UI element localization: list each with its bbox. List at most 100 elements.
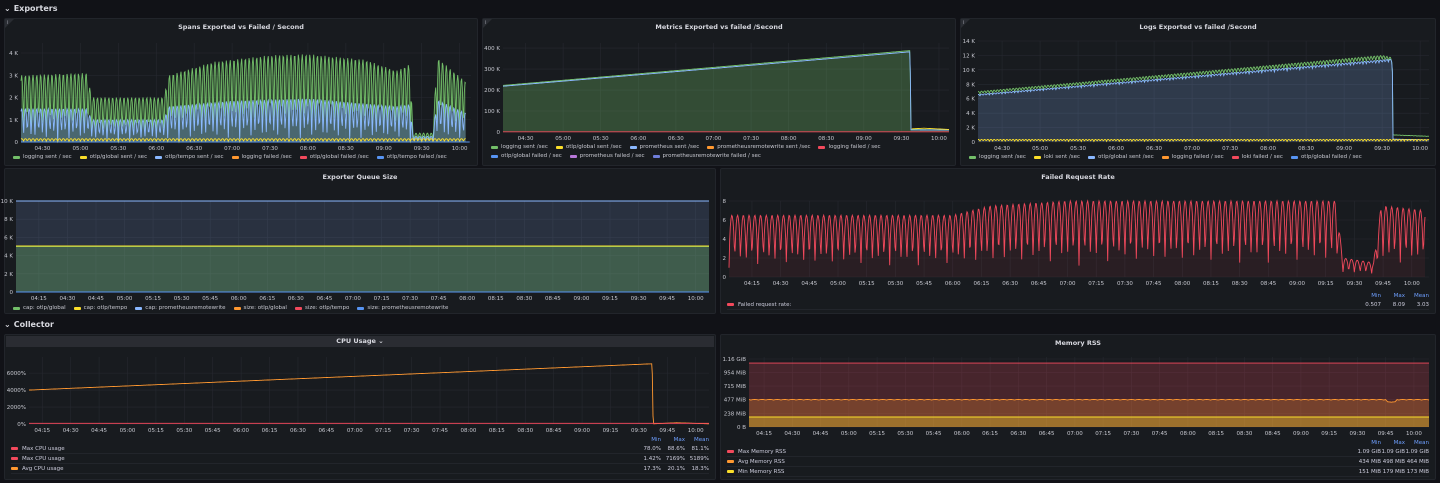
y-tick-label: 12 K — [963, 53, 976, 59]
legend-item[interactable]: otlp/global failed / sec — [1290, 154, 1362, 160]
queue-chart: 0 2 K 4 K 6 K 8 K 10 K 04:15 04:30 04:45 05:00 05:… — [1, 199, 709, 302]
legend-column-header[interactable]: Mean — [1414, 439, 1429, 446]
legend-row[interactable]: Max CPU usage 78.0% 88.6% 81.1% — [11, 444, 709, 454]
x-tick-label: 06:00 — [630, 136, 646, 142]
legend-item[interactable]: otlp/tempo sent / sec — [155, 154, 224, 160]
legend-item[interactable]: loki failed / sec — [1231, 154, 1283, 160]
y-tick-label: 100 K — [484, 109, 500, 115]
legend-label: size: otlp/global — [243, 305, 287, 311]
legend-max-value: 498 MiB — [1382, 458, 1405, 465]
legend-table: Min Max Mean Failed request rate: 0.507 8.09 3… — [727, 291, 1429, 310]
x-tick-label: 07:15 — [1088, 281, 1104, 287]
legend-item[interactable]: prometheusremotewrite sent /sec — [707, 144, 810, 150]
series-area — [503, 50, 949, 132]
legend-item[interactable]: otlp/global failed / sec — [491, 153, 562, 159]
legend-item[interactable]: prometheus sent /sec — [629, 144, 699, 150]
legend-column-header[interactable]: Max — [1393, 439, 1405, 446]
x-tick-label: 08:45 — [1265, 431, 1281, 437]
legend-row[interactable]: Avg CPU usage 17.3% 20.1% 18.3% — [11, 464, 709, 474]
info-icon[interactable]: i — [485, 20, 487, 26]
x-tick-label: 09:15 — [1321, 431, 1337, 437]
x-tick-label: 09:30 — [1349, 431, 1365, 437]
series-area — [978, 59, 1429, 142]
x-tick-label: 07:30 — [1123, 431, 1139, 437]
legend-column-header[interactable]: Mean — [1414, 292, 1429, 299]
legend-column-header[interactable]: Min — [651, 436, 661, 443]
legend-row[interactable]: Max Memory RSS 1.09 GiB 1.09 GiB 1.09 GiB — [727, 447, 1429, 457]
panel-title[interactable]: Memory RSS — [1055, 339, 1101, 347]
legend-column-header[interactable]: Min — [1371, 439, 1381, 446]
legend-label: logging sent /sec — [501, 144, 548, 150]
legend-item[interactable]: size: otlp/tempo — [294, 305, 349, 311]
legend-mean-value: 18.3% — [691, 465, 709, 472]
legend-item[interactable]: otlp/global sent /sec — [555, 144, 622, 150]
panel-failed-request-rate: Failed Request Rate 0 2 4 6 8 04:15 04:30 04:45… — [720, 168, 1436, 314]
x-tick-label: 09:30 — [893, 136, 909, 142]
legend-table-header: Min Max Mean — [11, 435, 709, 444]
legend-item[interactable]: logging failed /sec — [231, 154, 292, 160]
legend-item[interactable]: otlp/global failed /sec — [299, 154, 369, 160]
info-icon[interactable]: i — [963, 20, 965, 26]
x-tick-label: 07:00 — [1067, 431, 1083, 437]
legend-item[interactable]: logging failed / sec — [1161, 154, 1224, 160]
chevron-down-icon: ⌄ — [378, 337, 384, 345]
x-tick-label: 04:45 — [88, 296, 104, 302]
series-line — [502, 50, 949, 131]
legend-swatch — [233, 306, 241, 310]
legend-item[interactable]: logging sent /sec — [491, 144, 548, 150]
panel-title[interactable]: Failed Request Rate — [1041, 173, 1115, 181]
legend-label: cap: otlp/global — [23, 305, 66, 311]
legend-column-header[interactable]: Mean — [694, 436, 709, 443]
panel-title[interactable]: Exporter Queue Size — [322, 173, 398, 181]
legend-item[interactable]: cap: prometheusremotewrite — [135, 305, 226, 311]
legend-item[interactable]: otlp/tempo failed /sec — [376, 154, 447, 160]
x-tick-label: 05:30 — [1070, 146, 1086, 152]
x-tick-label: 05:15 — [145, 296, 161, 302]
legend-item[interactable]: logging sent / sec — [13, 154, 72, 160]
legend-item[interactable]: logging failed / sec — [818, 144, 880, 150]
legend-column-header[interactable]: Max — [673, 436, 685, 443]
x-tick-label: 06:45 — [1031, 281, 1047, 287]
panel-title[interactable]: Logs Exported vs failed /Second — [1139, 23, 1257, 31]
legend-column-header[interactable]: Min — [1371, 292, 1381, 299]
legend-item[interactable]: cap: otlp/global — [13, 305, 66, 311]
legend-row[interactable]: Max CPU usage 1.42% 7169% 5189% — [11, 454, 709, 464]
legend-column-header[interactable]: Max — [1393, 292, 1405, 299]
legend-swatch — [491, 145, 498, 149]
legend-item[interactable]: prometheus failed / sec — [569, 153, 645, 159]
legend-item[interactable]: loki sent /sec — [1033, 154, 1080, 160]
legend-row[interactable]: Failed request rate: 0.507 8.09 3.03 — [727, 300, 1429, 310]
x-tick-label: 05:00 — [72, 146, 88, 152]
legend-item[interactable]: cap: otlp/tempo — [73, 305, 127, 311]
legend-row[interactable]: Avg Memory RSS 434 MiB 498 MiB 464 MiB — [727, 457, 1429, 467]
x-tick-label: 08:00 — [461, 428, 477, 434]
x-tick-label: 06:30 — [1146, 146, 1162, 152]
legend-item[interactable]: size: otlp/global — [233, 305, 287, 311]
legend-label: logging failed /sec — [241, 154, 292, 160]
y-tick-label: 3 K — [9, 73, 18, 79]
panel-title[interactable]: Spans Exported vs Failed / Second — [178, 23, 304, 31]
legend-row[interactable]: Min Memory RSS 151 MiB 179 MiB 173 MiB — [727, 467, 1429, 477]
y-tick-label: 6 K — [966, 97, 975, 103]
panel-title[interactable]: Metrics Exported vs failed /Second — [655, 23, 783, 31]
x-tick-label: 05:45 — [926, 431, 942, 437]
legend-item[interactable]: prometheusremotewrite failed / sec — [652, 153, 761, 159]
y-tick-label: 0 B — [737, 425, 746, 431]
panel-title[interactable]: CPU Usage ⌄ — [6, 336, 714, 347]
x-tick-label: 08:30 — [516, 296, 532, 302]
legend-min-value: 17.3% — [643, 465, 661, 472]
legend-item[interactable]: logging sent /sec — [969, 154, 1026, 160]
legend-swatch — [11, 457, 18, 460]
x-tick-label: 05:30 — [593, 136, 609, 142]
info-icon[interactable]: i — [7, 20, 9, 26]
y-tick-label: 2 K — [966, 126, 975, 132]
legend-item[interactable]: otlp/global sent /sec — [1088, 154, 1154, 160]
legend-item[interactable]: size: prometheusremotewrite — [357, 305, 448, 311]
legend-item[interactable]: otlp/global sent / sec — [79, 154, 147, 160]
legend-label: Min Memory RSS — [738, 468, 785, 475]
x-tick-label: 07:30 — [402, 296, 418, 302]
row-header-collector[interactable]: ⌄ Collector — [4, 320, 54, 329]
y-tick-label: 0 — [723, 275, 727, 281]
row-header-exporters[interactable]: ⌄ Exporters — [4, 4, 58, 13]
legend-max-value: 179 MiB — [1382, 468, 1405, 475]
